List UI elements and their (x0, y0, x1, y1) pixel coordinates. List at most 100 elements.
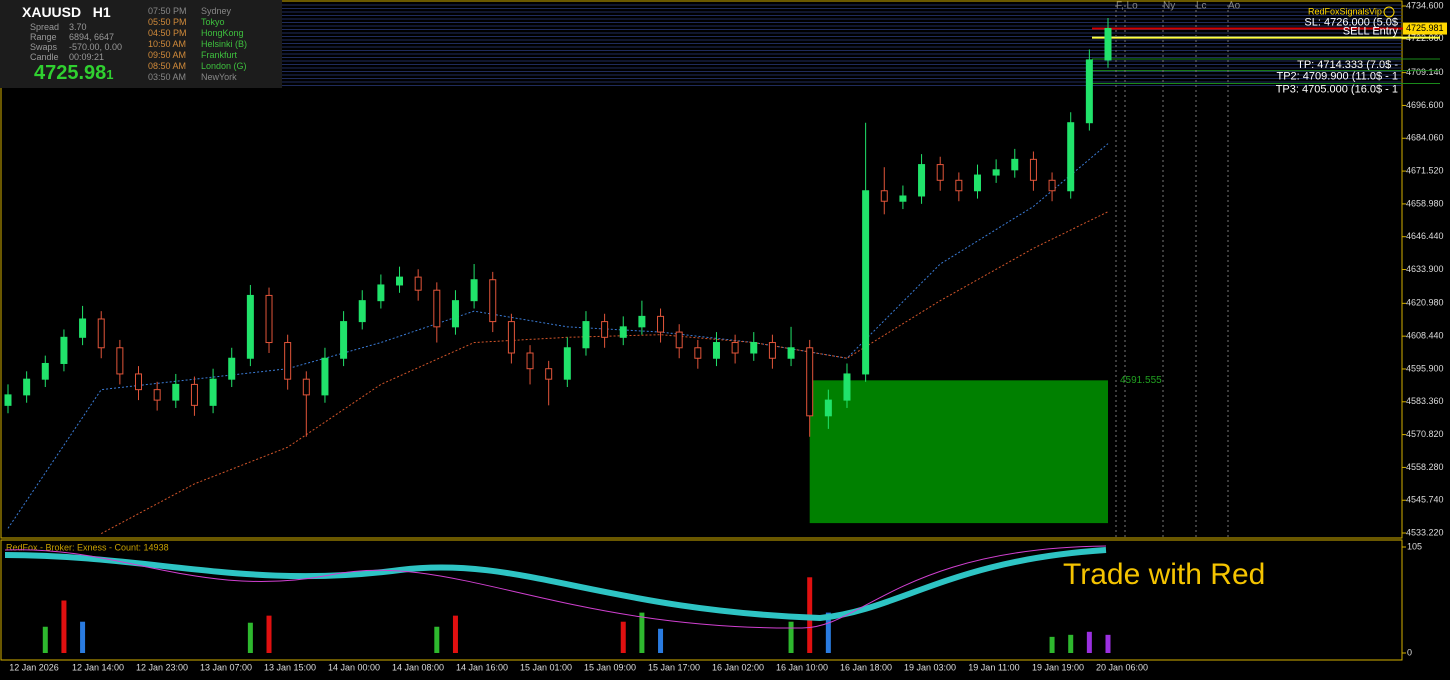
candle-body (284, 342, 292, 380)
candle-body (787, 347, 795, 359)
price: 4725.98 (34, 62, 107, 84)
x-tick-label: 12 Jan 23:00 (136, 662, 188, 672)
candle-body (526, 352, 534, 370)
x-tick-label: 13 Jan 15:00 (264, 662, 316, 672)
x-tick-label: 16 Jan 02:00 (712, 662, 764, 672)
candle-body (638, 315, 646, 328)
x-tick-label: 20 Jan 06:00 (1096, 662, 1148, 672)
signal-bar (639, 612, 645, 653)
y-tick-label: 4608.440 (1406, 331, 1444, 341)
session-city: Sydney (201, 6, 232, 16)
candle-body (675, 331, 683, 349)
y-tick-label: 4696.600 (1406, 100, 1444, 110)
candle-body (4, 394, 12, 406)
session-time: 04:50 PM (148, 28, 187, 38)
session-marker: Ny (1163, 1, 1175, 12)
info-value: -570.00, 0.00 (69, 42, 123, 52)
indicator-frame (0, 539, 1403, 661)
wave-band (4, 547, 1107, 622)
signal-bar (1049, 636, 1055, 653)
y-tick-label: 4633.900 (1406, 264, 1444, 274)
candle-body (340, 321, 348, 359)
level-label: SELL Entry (1343, 26, 1399, 38)
symbol: XAUUSD (22, 4, 82, 20)
signal-bar (247, 622, 253, 653)
candle-body (712, 342, 720, 359)
timeframe: H1 (92, 4, 111, 20)
ma-slow (100, 211, 1109, 535)
candle-body (41, 362, 49, 380)
signal-bar (61, 600, 67, 653)
candle-body (880, 190, 888, 202)
candle-body (321, 357, 329, 396)
candle-body (451, 300, 459, 328)
x-tick-label: 19 Jan 03:00 (904, 662, 956, 672)
signal-bar (1068, 634, 1074, 653)
session-time: 03:50 AM (148, 72, 187, 82)
session-time: 10:50 AM (148, 39, 187, 49)
candle-body (414, 276, 422, 291)
candle-body (619, 326, 627, 338)
candle-body (657, 315, 665, 333)
session-marker: Lc (1196, 1, 1207, 12)
signal-bar (266, 615, 272, 653)
candle-body (824, 399, 832, 417)
signal-bar (434, 626, 440, 653)
candle-body (228, 357, 236, 380)
session-city: Helsinki (B) (201, 39, 248, 49)
x-tick-label: 14 Jan 16:00 (456, 662, 508, 672)
candle-body (843, 373, 851, 401)
candle-body (694, 347, 702, 359)
x-tick-label: 14 Jan 08:00 (392, 662, 444, 672)
info-value: 00:09:21 (69, 52, 105, 62)
candle-body (209, 378, 217, 406)
candle-body (862, 190, 870, 375)
candle-body (23, 378, 31, 396)
candle-body (582, 321, 590, 349)
candle-body (973, 174, 981, 192)
y-tick-label: 4709.140 (1406, 67, 1444, 77)
candle-body (806, 347, 814, 417)
signal-bar (452, 615, 458, 653)
y-tick-label: 4620.980 (1406, 298, 1444, 308)
y-tick-label: 4545.740 (1406, 495, 1444, 505)
session-city: Frankfurt (201, 50, 238, 60)
candle-body (545, 368, 553, 380)
candle-body (153, 389, 161, 401)
info-value: 6894, 6647 (69, 32, 115, 42)
signal-bar (620, 621, 626, 653)
candle-body (1085, 59, 1093, 124)
info-panel: XAUUSD H1 4725.981 Spread 3.70 Range 6894, … (0, 0, 282, 88)
signal-bar (1086, 631, 1092, 653)
candle-body (116, 347, 124, 375)
ind-tick-label: 105 (1407, 541, 1422, 551)
price-digit: 1 (106, 67, 114, 82)
candle-body (1029, 158, 1037, 181)
level-label: TP3: 4705.000 (16.0$ - 1 (1276, 83, 1398, 95)
caption: Trade with Red (1063, 558, 1265, 591)
x-tick-label: 15 Jan 01:00 (520, 662, 572, 672)
candle-body (1104, 28, 1112, 61)
info-label: Candle (30, 52, 59, 62)
info-label: Range (30, 32, 57, 42)
candle-body (377, 284, 385, 302)
brand-icon (1383, 6, 1395, 18)
x-tick-label: 19 Jan 11:00 (968, 662, 1019, 672)
candle-body (79, 318, 87, 338)
level-label: TP2: 4709.900 (11.0$ - 1 (1277, 71, 1399, 83)
signal-bar (788, 621, 794, 653)
session-city: Tokyo (201, 17, 225, 27)
y-tick-label: 4734.600 (1406, 0, 1444, 10)
session-lines (1115, 5, 1229, 538)
signal-bar (825, 612, 831, 653)
candle-body (918, 164, 926, 197)
candle-body (246, 294, 254, 359)
candle-body (302, 378, 310, 396)
candle-body (750, 342, 758, 354)
y-tick-label: 4671.520 (1406, 165, 1444, 175)
candle-body (1011, 158, 1019, 171)
y-tick-label: 4595.900 (1406, 363, 1444, 373)
ind-tick-label: 0 (1407, 647, 1412, 657)
session-city: London (G) (201, 61, 247, 71)
